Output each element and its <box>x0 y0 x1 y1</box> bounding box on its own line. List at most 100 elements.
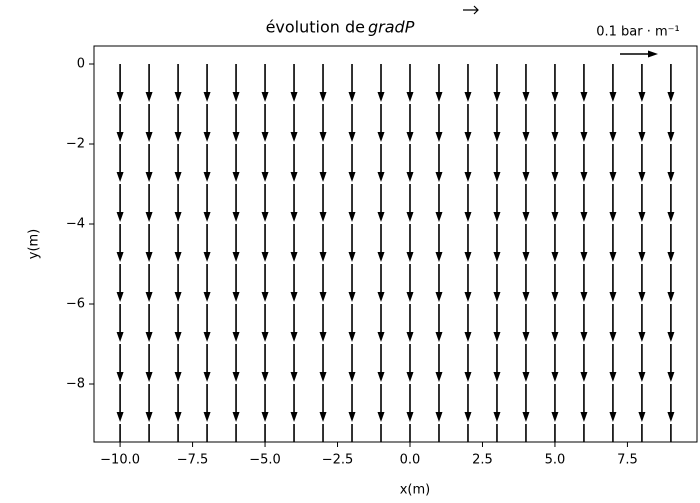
arrow <box>377 144 385 182</box>
arrow <box>464 64 472 102</box>
y-tick-label: −2 <box>66 137 85 152</box>
arrow <box>177 424 179 442</box>
arrow <box>435 304 443 342</box>
arrow <box>348 264 356 302</box>
arrow <box>319 264 327 302</box>
x-tick-label: 7.5 <box>617 453 638 468</box>
arrow <box>551 64 559 102</box>
arrow <box>435 224 443 262</box>
arrow <box>290 344 298 382</box>
arrow <box>580 64 588 102</box>
arrow <box>551 344 559 382</box>
arrow <box>261 184 269 222</box>
arrow <box>319 144 327 182</box>
arrow <box>232 64 240 102</box>
arrow <box>551 384 559 422</box>
x-tick-label: −7.5 <box>177 453 209 468</box>
arrow <box>464 104 472 142</box>
arrow <box>667 384 675 422</box>
arrow <box>206 424 208 442</box>
arrow <box>667 264 675 302</box>
arrow <box>464 184 472 222</box>
x-tick-label: −10.0 <box>100 453 140 468</box>
arrow <box>522 224 530 262</box>
arrow <box>348 144 356 182</box>
arrow <box>116 144 124 182</box>
arrow <box>522 184 530 222</box>
arrow <box>290 144 298 182</box>
arrow <box>145 144 153 182</box>
arrow <box>377 304 385 342</box>
arrow <box>583 424 585 442</box>
arrow <box>351 424 353 442</box>
arrow <box>377 344 385 382</box>
arrow <box>551 264 559 302</box>
chart-title: évolution de <box>266 18 365 37</box>
arrow <box>493 144 501 182</box>
arrow <box>496 424 498 442</box>
key-arrow <box>620 50 658 58</box>
arrow <box>203 224 211 262</box>
arrow <box>609 104 617 142</box>
x-tick-label: −2.5 <box>322 453 354 468</box>
arrow <box>203 264 211 302</box>
x-tick-label: 0.0 <box>400 453 421 468</box>
arrow <box>493 224 501 262</box>
arrow <box>609 144 617 182</box>
arrow <box>145 64 153 102</box>
arrow <box>406 264 414 302</box>
arrow <box>319 184 327 222</box>
arrow <box>377 184 385 222</box>
arrow <box>116 64 124 102</box>
arrow <box>638 104 646 142</box>
arrow <box>232 304 240 342</box>
arrow <box>348 104 356 142</box>
arrow <box>609 184 617 222</box>
arrow <box>377 384 385 422</box>
arrow <box>522 384 530 422</box>
arrow <box>406 224 414 262</box>
arrow <box>116 224 124 262</box>
arrow <box>493 384 501 422</box>
x-tick-label: 5.0 <box>545 453 566 468</box>
arrow <box>406 304 414 342</box>
arrow <box>174 344 182 382</box>
arrow <box>232 344 240 382</box>
arrow <box>174 64 182 102</box>
arrow <box>522 344 530 382</box>
arrow <box>174 224 182 262</box>
arrow <box>493 104 501 142</box>
arrow <box>319 104 327 142</box>
arrow <box>551 144 559 182</box>
key-label: 0.1 bar · m⁻¹ <box>596 25 680 40</box>
arrow <box>493 304 501 342</box>
arrow <box>232 144 240 182</box>
arrow <box>377 264 385 302</box>
arrow <box>232 184 240 222</box>
arrow <box>493 344 501 382</box>
y-tick-label: −4 <box>66 217 85 232</box>
arrow <box>551 104 559 142</box>
arrow <box>319 344 327 382</box>
arrow <box>580 224 588 262</box>
arrow <box>609 264 617 302</box>
arrow <box>232 264 240 302</box>
arrow <box>319 64 327 102</box>
arrow <box>638 304 646 342</box>
arrow <box>261 384 269 422</box>
arrow <box>293 424 295 442</box>
arrow <box>174 304 182 342</box>
y-tick-label: 0 <box>77 57 85 72</box>
arrow <box>406 64 414 102</box>
arrow <box>261 344 269 382</box>
arrow <box>580 144 588 182</box>
arrow <box>667 344 675 382</box>
arrow <box>464 224 472 262</box>
arrow <box>609 304 617 342</box>
arrow <box>522 104 530 142</box>
arrow <box>377 224 385 262</box>
arrow <box>493 184 501 222</box>
arrow <box>551 184 559 222</box>
arrow <box>232 224 240 262</box>
arrow <box>319 224 327 262</box>
